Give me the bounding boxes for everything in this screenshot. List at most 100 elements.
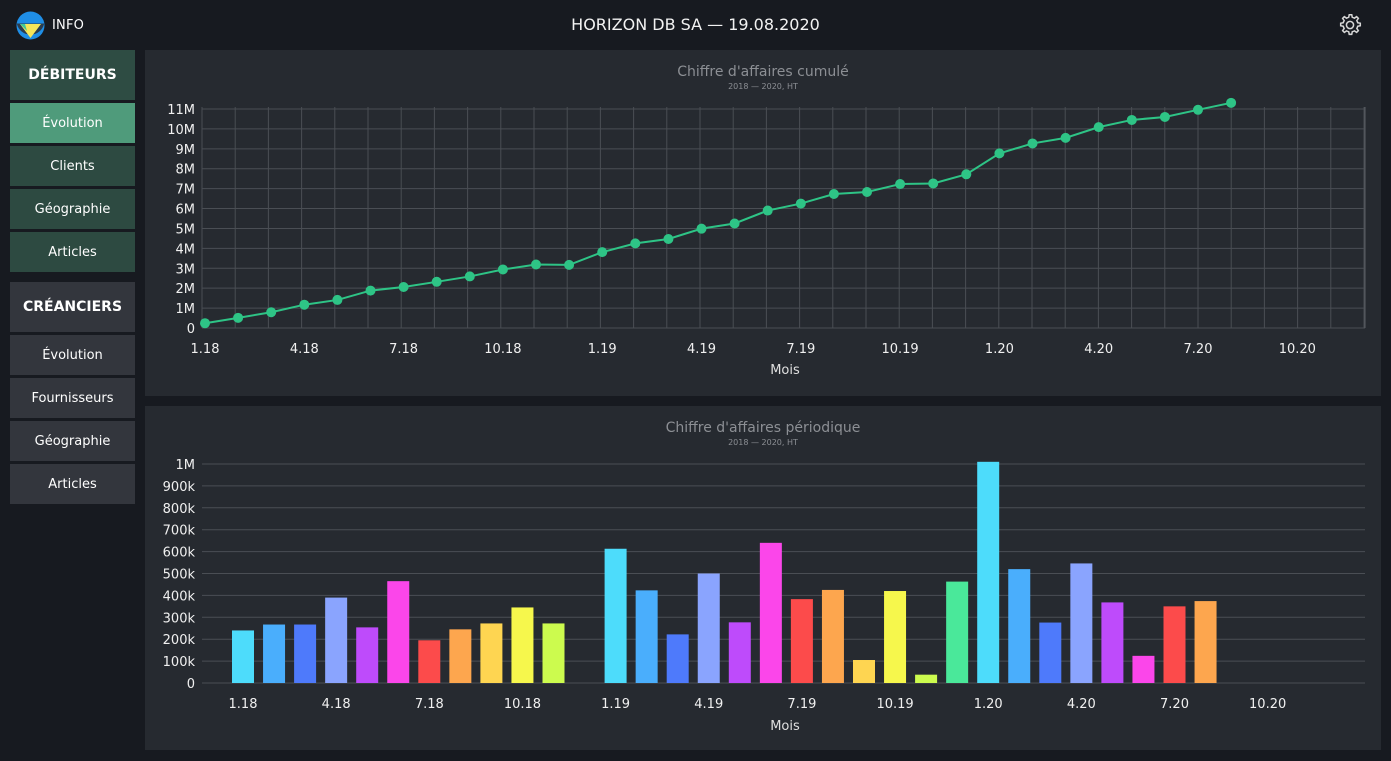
- bar[interactable]: [356, 627, 379, 683]
- x-tick-label: 1.20: [974, 697, 1003, 712]
- data-point[interactable]: [1060, 132, 1071, 143]
- bar[interactable]: [418, 640, 441, 683]
- bar[interactable]: [666, 634, 689, 683]
- bar[interactable]: [946, 581, 969, 683]
- x-tick-label: 7.18: [415, 697, 444, 712]
- data-point[interactable]: [630, 238, 641, 249]
- data-point[interactable]: [795, 198, 806, 209]
- data-point[interactable]: [431, 276, 442, 287]
- bar[interactable]: [759, 542, 782, 683]
- bar[interactable]: [1070, 563, 1093, 683]
- bar[interactable]: [790, 599, 813, 683]
- bar[interactable]: [604, 548, 627, 683]
- data-point[interactable]: [828, 189, 839, 200]
- sidebar-item-debiteurs-articles[interactable]: Articles: [10, 232, 135, 272]
- data-point[interactable]: [299, 299, 310, 310]
- bar[interactable]: [449, 629, 472, 683]
- data-point[interactable]: [531, 259, 541, 270]
- bar[interactable]: [232, 630, 254, 683]
- bar[interactable]: [697, 573, 720, 684]
- data-point[interactable]: [365, 285, 376, 296]
- periodic-revenue-chart[interactable]: Chiffre d'affaires périodique 2018 — 202…: [145, 406, 1381, 750]
- sidebar-item-creanciers-articles[interactable]: Articles: [10, 464, 135, 504]
- data-point[interactable]: [1193, 104, 1203, 115]
- gear-icon[interactable]: [1337, 12, 1363, 38]
- bar[interactable]: [821, 589, 844, 683]
- y-tick-label: 100k: [163, 655, 196, 670]
- data-point[interactable]: [233, 312, 244, 323]
- sidebar-heading-debiteurs[interactable]: DÉBITEURS: [10, 50, 135, 100]
- info-label[interactable]: INFO: [52, 18, 85, 33]
- bar[interactable]: [884, 591, 907, 683]
- data-point[interactable]: [961, 169, 972, 180]
- bar[interactable]: [915, 674, 938, 683]
- data-point[interactable]: [928, 178, 939, 189]
- bar[interactable]: [1132, 655, 1155, 683]
- data-point[interactable]: [332, 294, 343, 305]
- x-tick-label: 1.18: [191, 342, 220, 357]
- sidebar-item-debiteurs-clients[interactable]: Clients: [10, 146, 135, 186]
- data-point[interactable]: [762, 205, 773, 216]
- y-tick-label: 11M: [167, 103, 195, 118]
- data-point[interactable]: [200, 318, 210, 329]
- y-tick-label: 400k: [163, 589, 196, 604]
- bar[interactable]: [263, 624, 286, 683]
- bar[interactable]: [511, 607, 534, 683]
- bar[interactable]: [1194, 601, 1217, 683]
- x-tick-label: 4.18: [322, 697, 351, 712]
- data-point[interactable]: [994, 148, 1005, 159]
- data-point[interactable]: [266, 307, 277, 318]
- data-point[interactable]: [1027, 138, 1038, 149]
- bar[interactable]: [294, 624, 317, 683]
- data-point[interactable]: [398, 281, 409, 292]
- data-point[interactable]: [862, 187, 872, 198]
- chart-title: Chiffre d'affaires périodique: [666, 420, 861, 436]
- y-tick-label: 0: [187, 322, 195, 337]
- y-tick-label: 6M: [176, 203, 196, 218]
- data-point[interactable]: [729, 218, 740, 229]
- sidebar-item-debiteurs-geographie[interactable]: Géographie: [10, 189, 135, 229]
- x-tick-label: 7.18: [389, 342, 418, 357]
- x-tick-label: 7.20: [1184, 342, 1213, 357]
- bar[interactable]: [1163, 606, 1186, 683]
- logo-icon[interactable]: [16, 11, 45, 40]
- x-tick-label: 7.19: [786, 342, 815, 357]
- bar[interactable]: [853, 660, 875, 683]
- data-point[interactable]: [497, 264, 508, 275]
- bar[interactable]: [977, 461, 1000, 683]
- bar[interactable]: [635, 590, 658, 683]
- data-point[interactable]: [564, 259, 575, 270]
- y-tick-label: 800k: [163, 502, 196, 517]
- data-point[interactable]: [1093, 122, 1104, 133]
- sidebar-item-creanciers-fournisseurs[interactable]: Fournisseurs: [10, 378, 135, 418]
- sidebar-heading-creanciers[interactable]: CRÉANCIERS: [10, 282, 135, 332]
- bar[interactable]: [1039, 622, 1062, 683]
- data-point[interactable]: [895, 179, 906, 190]
- cumulative-revenue-chart[interactable]: Chiffre d'affaires cumulé 2018 — 2020, H…: [145, 50, 1381, 396]
- x-tick-label: 10.19: [876, 697, 913, 712]
- data-point[interactable]: [696, 223, 707, 234]
- bar[interactable]: [1008, 569, 1031, 683]
- bar[interactable]: [1101, 602, 1124, 683]
- bar[interactable]: [480, 623, 503, 683]
- data-point[interactable]: [663, 234, 674, 245]
- sidebar-item-debiteurs-evolution[interactable]: Évolution: [10, 103, 135, 143]
- chart-subtitle: 2018 — 2020, HT: [728, 82, 798, 91]
- bar[interactable]: [728, 622, 751, 683]
- data-point[interactable]: [1126, 114, 1137, 125]
- bar[interactable]: [542, 623, 565, 683]
- data-point[interactable]: [1159, 111, 1170, 122]
- x-tick-label: 10.20: [1249, 697, 1286, 712]
- data-point[interactable]: [464, 271, 475, 282]
- data-point[interactable]: [597, 247, 608, 258]
- y-tick-label: 500k: [163, 568, 196, 583]
- sidebar-item-creanciers-evolution[interactable]: Évolution: [10, 335, 135, 375]
- bar[interactable]: [387, 581, 410, 683]
- page-title: HORIZON DB SA — 19.08.2020: [571, 15, 820, 34]
- data-point[interactable]: [1226, 97, 1237, 108]
- sidebar-item-creanciers-geographie[interactable]: Géographie: [10, 421, 135, 461]
- x-tick-label: 1.18: [229, 697, 258, 712]
- bar[interactable]: [325, 597, 348, 683]
- x-axis-label: Mois: [770, 719, 800, 734]
- y-tick-label: 2M: [176, 282, 196, 297]
